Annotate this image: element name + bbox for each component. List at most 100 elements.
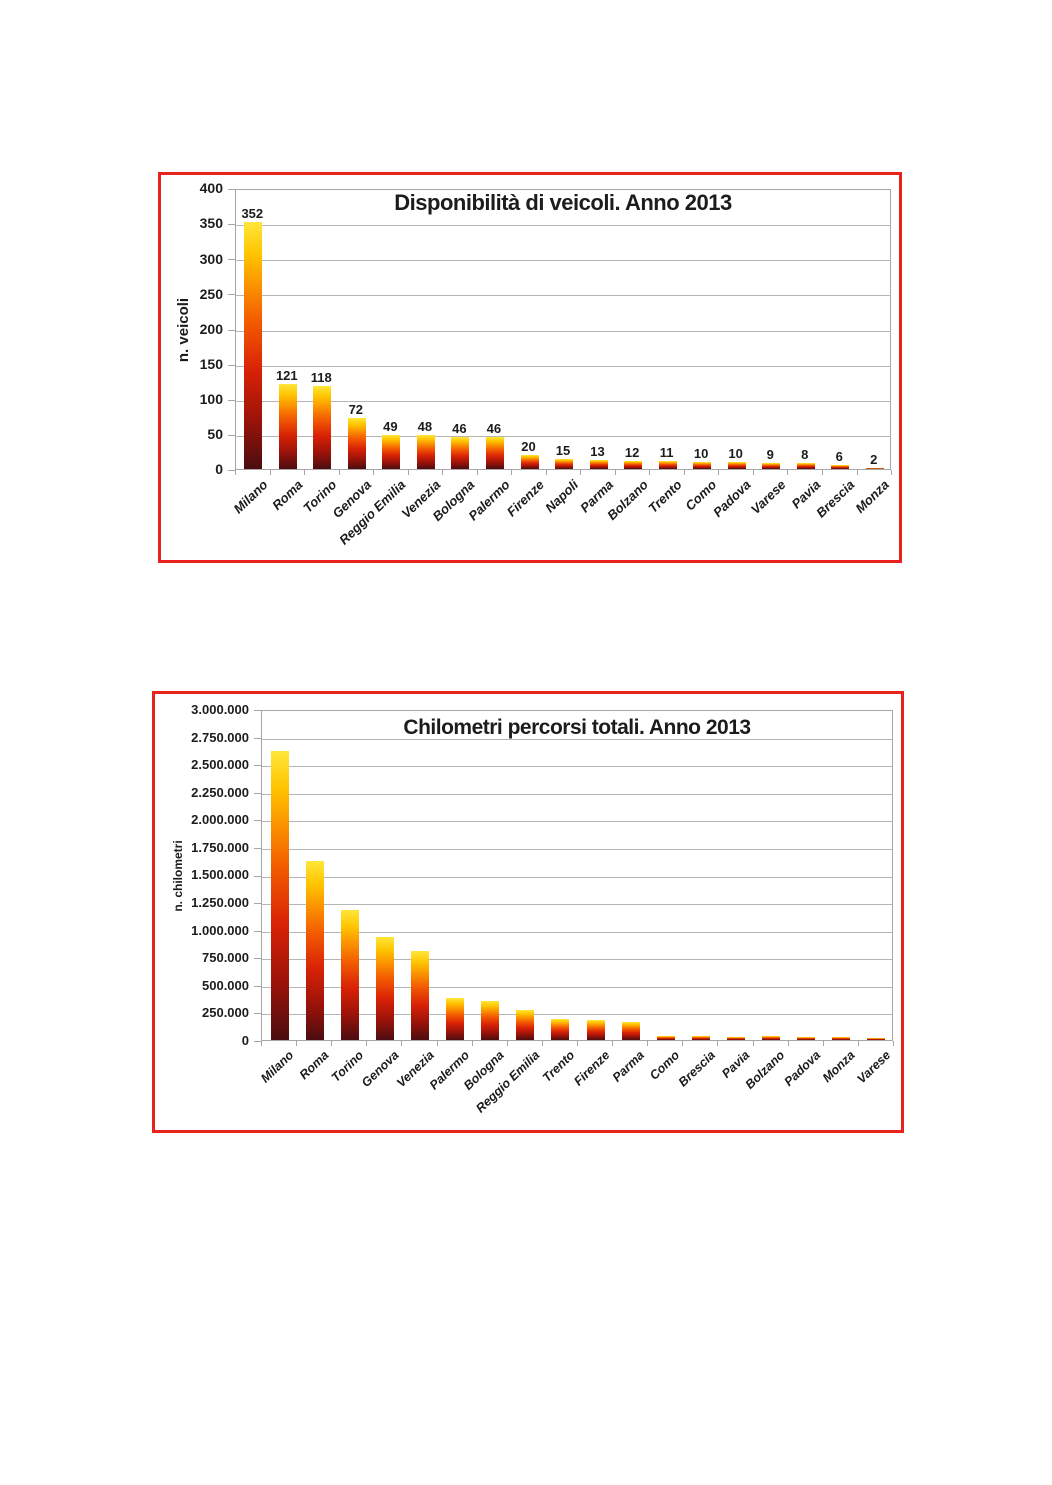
value-label-firenze: 20 bbox=[521, 438, 536, 454]
value-label-trento: 11 bbox=[659, 445, 674, 461]
bar-pavia bbox=[727, 1036, 745, 1040]
y-tick-label: 500.000 bbox=[202, 977, 249, 993]
y-tick-label: 1.500.000 bbox=[191, 867, 249, 883]
x-tick-mark bbox=[366, 1041, 368, 1046]
category-label-parma: Parma bbox=[610, 1048, 648, 1085]
bar-palermo bbox=[485, 436, 504, 469]
gridline bbox=[262, 793, 892, 795]
gridline bbox=[236, 330, 890, 332]
plot-area bbox=[261, 710, 893, 1041]
category-label-milano: Milano bbox=[230, 477, 271, 517]
y-tick-label: 100 bbox=[199, 391, 223, 408]
y-tick-label: 150 bbox=[199, 355, 223, 372]
value-label-reggio-emilia: 49 bbox=[383, 418, 398, 434]
x-tick-mark bbox=[821, 470, 823, 475]
value-label-genova: 72 bbox=[348, 402, 364, 418]
category-label-reggio-emilia: Reggio Emilia bbox=[472, 1048, 543, 1116]
x-tick-mark bbox=[442, 470, 444, 475]
y-tick-mark bbox=[228, 434, 235, 436]
category-label-genova: Genova bbox=[358, 1048, 402, 1090]
bar-pavia bbox=[796, 463, 815, 469]
bar-padova bbox=[797, 1037, 816, 1040]
gridline bbox=[262, 1014, 892, 1016]
value-label-brescia: 6 bbox=[835, 448, 843, 464]
category-label-monza: Monza bbox=[852, 477, 893, 516]
gridline bbox=[262, 986, 892, 988]
category-label-monza: Monza bbox=[820, 1048, 859, 1086]
bar-parma bbox=[621, 1021, 640, 1040]
bar-reggio-emilia bbox=[516, 1009, 535, 1040]
x-tick-mark bbox=[752, 470, 754, 475]
y-tick-label: 2.000.000 bbox=[191, 812, 249, 828]
category-label-roma: Roma bbox=[296, 1048, 332, 1083]
value-label-roma: 121 bbox=[275, 368, 298, 383]
bar-monza bbox=[832, 1037, 851, 1040]
y-tick-mark bbox=[254, 1041, 261, 1042]
gridline bbox=[262, 766, 892, 768]
bar-trento bbox=[658, 461, 677, 469]
gridline bbox=[262, 821, 892, 823]
plot-area bbox=[235, 189, 891, 470]
bar-venezia bbox=[411, 950, 429, 1040]
y-tick-label: 250 bbox=[199, 285, 223, 302]
bar-monza bbox=[865, 467, 884, 469]
y-tick-label: 2.500.000 bbox=[191, 757, 249, 773]
x-tick-mark bbox=[331, 1041, 333, 1046]
bar-firenze bbox=[520, 454, 539, 469]
bar-como bbox=[693, 462, 712, 469]
y-tick-label: 0 bbox=[215, 461, 223, 478]
vehicle-availability-chart: 0 50 100 150 200 250 300 350 400 352 Milano 121 Roma… bbox=[158, 172, 902, 563]
value-label-pavia: 8 bbox=[801, 447, 809, 463]
bar-bolzano bbox=[624, 460, 643, 469]
value-label-bologna: 46 bbox=[452, 420, 467, 436]
category-label-napoli: Napoli bbox=[542, 477, 582, 516]
x-tick-mark bbox=[683, 470, 685, 475]
gridline bbox=[262, 904, 892, 906]
x-tick-mark bbox=[577, 1041, 578, 1046]
value-label-napoli: 15 bbox=[555, 442, 571, 458]
x-tick-mark bbox=[893, 1041, 894, 1046]
bar-bologna bbox=[451, 436, 470, 469]
x-tick-mark bbox=[511, 470, 513, 475]
y-tick-mark bbox=[228, 470, 235, 471]
x-tick-mark bbox=[856, 470, 858, 475]
x-tick-mark bbox=[614, 470, 616, 475]
y-tick-mark bbox=[254, 792, 261, 794]
y-tick-label: 300 bbox=[199, 250, 223, 267]
category-label-padova: Padova bbox=[781, 1048, 823, 1089]
y-tick-mark bbox=[254, 847, 261, 849]
category-label-padova: Padova bbox=[710, 477, 755, 520]
y-tick-label: 1.000.000 bbox=[191, 922, 249, 938]
value-label-parma: 13 bbox=[590, 443, 605, 459]
bar-palermo bbox=[446, 998, 465, 1040]
x-tick-mark bbox=[296, 1041, 298, 1046]
bar-varese bbox=[762, 462, 781, 469]
bar-padova bbox=[727, 462, 746, 469]
y-tick-mark bbox=[254, 875, 261, 877]
bar-brescia bbox=[691, 1036, 710, 1040]
x-tick-mark bbox=[541, 1041, 543, 1046]
category-label-varese: Varese bbox=[854, 1048, 894, 1087]
bar-milano bbox=[244, 221, 263, 469]
x-tick-mark bbox=[304, 470, 306, 475]
gridline bbox=[262, 738, 892, 740]
y-tick-label: 50 bbox=[207, 426, 223, 443]
x-tick-mark bbox=[545, 470, 547, 475]
category-label-milano: Milano bbox=[258, 1048, 297, 1086]
gridline bbox=[236, 260, 890, 262]
x-tick-mark bbox=[787, 470, 789, 475]
value-label-monza: 2 bbox=[870, 451, 878, 467]
y-tick-mark bbox=[254, 930, 261, 932]
bar-reggio-emilia bbox=[382, 434, 401, 469]
x-tick-mark bbox=[269, 470, 271, 475]
y-tick-label: 750.000 bbox=[202, 950, 249, 966]
y-tick-mark bbox=[228, 364, 235, 366]
y-tick-mark bbox=[228, 399, 235, 401]
y-tick-label: 400 bbox=[199, 180, 223, 197]
x-tick-mark bbox=[787, 1041, 789, 1046]
x-tick-mark bbox=[822, 1041, 824, 1046]
x-tick-mark bbox=[752, 1041, 754, 1046]
bar-parma bbox=[589, 459, 608, 469]
x-tick-mark bbox=[261, 1041, 262, 1046]
